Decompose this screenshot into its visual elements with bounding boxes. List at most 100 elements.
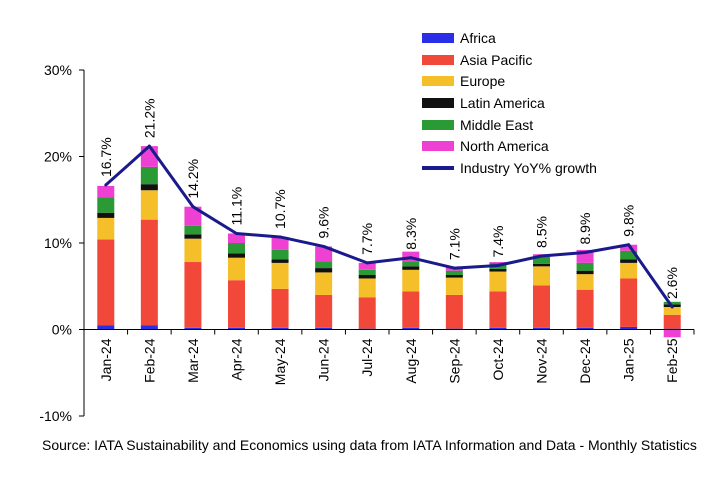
bar-segment-middle-east bbox=[402, 261, 420, 267]
data-label: 8.9% bbox=[577, 213, 593, 245]
bar-segment-latin-america bbox=[576, 270, 594, 275]
bar-segment-latin-america bbox=[97, 212, 115, 218]
bar-segment-asia-pacific bbox=[271, 288, 289, 328]
bar-segment-europe bbox=[663, 307, 681, 315]
industry-growth-point bbox=[409, 256, 413, 260]
data-label: 7.7% bbox=[359, 223, 375, 255]
x-tick-label: Jun-24 bbox=[316, 338, 332, 381]
data-label: 10.7% bbox=[272, 189, 288, 229]
bar-segment-north-america bbox=[97, 185, 115, 198]
legend-label-africa: Africa bbox=[460, 29, 496, 46]
bar-segment-asia-pacific bbox=[620, 278, 638, 327]
bar-segment-africa bbox=[315, 327, 333, 330]
y-tick-label: 0% bbox=[52, 322, 72, 338]
industry-growth-point bbox=[452, 266, 456, 270]
legend-label-asia-pacific: Asia Pacific bbox=[460, 51, 533, 68]
legend-label-latin-america: Latin America bbox=[460, 94, 545, 111]
x-tick-label: Feb-25 bbox=[664, 338, 680, 383]
bar-segment-africa bbox=[489, 327, 507, 330]
bar-segment-north-america bbox=[184, 206, 202, 226]
bar-segment-latin-america bbox=[184, 234, 202, 239]
bar-segment-asia-pacific bbox=[533, 285, 550, 328]
bar-segment-africa bbox=[97, 325, 115, 330]
bar-segment-middle-east bbox=[228, 243, 245, 254]
bar-segment-europe bbox=[97, 217, 115, 240]
bar-segment-africa bbox=[271, 327, 289, 330]
bar-segment-europe bbox=[315, 272, 333, 295]
industry-growth-point bbox=[496, 263, 500, 267]
bar-segment-asia-pacific bbox=[402, 291, 420, 328]
bar-segment-asia-pacific bbox=[315, 294, 333, 328]
bar-segment-asia-pacific bbox=[97, 239, 115, 326]
legend-label-north-america: North America bbox=[460, 138, 549, 155]
y-tick-label: -10% bbox=[39, 408, 72, 424]
legend-swatch-africa bbox=[422, 32, 454, 43]
legend-label-europe: Europe bbox=[460, 73, 506, 90]
bar-segment-asia-pacific bbox=[228, 280, 245, 328]
bar-segment-middle-east bbox=[315, 261, 333, 269]
bar-segment-north-america bbox=[663, 329, 681, 338]
x-tick-label: Feb-24 bbox=[141, 338, 157, 383]
x-tick-label: Apr-24 bbox=[229, 338, 245, 380]
x-tick-label: Mar-24 bbox=[185, 338, 201, 383]
x-tick-label: Jul-24 bbox=[359, 338, 375, 376]
bar-segment-middle-east bbox=[184, 225, 202, 235]
bar-segment-europe bbox=[140, 190, 158, 220]
industry-growth-point bbox=[104, 183, 108, 187]
data-label: 16.7% bbox=[98, 137, 114, 177]
bar-segment-north-america bbox=[358, 262, 376, 270]
legend-item-middle-east: Middle East bbox=[422, 114, 597, 136]
bar-segment-latin-america bbox=[402, 266, 420, 270]
legend-item-industry-growth: Industry YoY% growth bbox=[422, 157, 597, 179]
data-label: 7.1% bbox=[446, 228, 462, 260]
industry-growth-point bbox=[540, 254, 543, 258]
bar-segment-latin-america bbox=[315, 268, 333, 273]
bar-segment-latin-america bbox=[489, 268, 507, 272]
bar-segment-middle-east bbox=[140, 166, 158, 185]
data-label: 7.4% bbox=[490, 226, 506, 258]
data-label: 9.8% bbox=[621, 205, 637, 237]
bar-segment-asia-pacific bbox=[358, 297, 376, 329]
x-tick-label: Dec-24 bbox=[577, 338, 593, 383]
bar-segment-africa bbox=[576, 327, 594, 330]
bar-segment-north-america bbox=[228, 233, 245, 243]
x-tick-label: Sep-24 bbox=[446, 338, 462, 383]
data-label: 11.1% bbox=[229, 187, 245, 226]
bar-segment-middle-east bbox=[576, 262, 594, 271]
bar-segment-europe bbox=[620, 262, 638, 279]
bar-segment-africa bbox=[184, 327, 202, 330]
bar-segment-asia-pacific bbox=[489, 291, 507, 328]
bar-segment-latin-america bbox=[271, 259, 289, 263]
industry-growth-line bbox=[104, 144, 674, 308]
data-label: 8.3% bbox=[403, 218, 419, 250]
y-tick-label: 20% bbox=[44, 149, 72, 165]
bar-segment-middle-east bbox=[620, 250, 638, 260]
y-tick-label: 10% bbox=[44, 235, 72, 251]
bar-segment-middle-east bbox=[445, 270, 463, 276]
bar-segment-asia-pacific bbox=[663, 314, 681, 329]
industry-growth-point bbox=[583, 251, 587, 255]
bar-segment-middle-east bbox=[533, 256, 550, 264]
x-tick-label: Nov-24 bbox=[534, 338, 550, 383]
bar-segment-latin-america bbox=[620, 259, 638, 263]
legend: Africa Asia Pacific Europe Latin America… bbox=[422, 27, 597, 179]
data-label: 2.6% bbox=[664, 267, 680, 299]
bar-segment-middle-east bbox=[358, 269, 376, 276]
bar-segment-north-america bbox=[315, 246, 333, 262]
bar-segment-africa bbox=[533, 327, 550, 330]
legend-item-latin-america: Latin America bbox=[422, 92, 597, 114]
bar-segment-asia-pacific bbox=[184, 262, 202, 328]
bar-segment-europe bbox=[228, 257, 245, 281]
x-tick-label: Oct-24 bbox=[490, 338, 506, 380]
industry-growth-point bbox=[147, 144, 151, 148]
legend-swatch-middle-east bbox=[422, 119, 454, 130]
source-note: Source: IATA Sustainability and Economic… bbox=[42, 437, 697, 453]
bar-segment-europe bbox=[402, 269, 420, 292]
bar-segment-middle-east bbox=[97, 197, 115, 213]
legend-swatch-latin-america bbox=[422, 97, 454, 108]
bar-segment-middle-east bbox=[663, 301, 681, 305]
bar-segment-latin-america bbox=[140, 184, 158, 191]
bar-segment-latin-america bbox=[228, 253, 245, 258]
legend-label-industry-growth: Industry YoY% growth bbox=[460, 159, 597, 176]
